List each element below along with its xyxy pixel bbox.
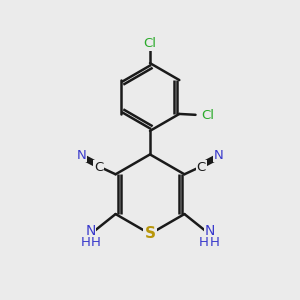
Text: H: H bbox=[210, 236, 220, 249]
Text: H: H bbox=[80, 236, 90, 249]
Text: N: N bbox=[214, 149, 224, 162]
Text: N: N bbox=[76, 149, 86, 162]
Text: Cl: Cl bbox=[201, 109, 214, 122]
Text: N: N bbox=[204, 224, 214, 238]
Text: C: C bbox=[196, 161, 206, 174]
Text: C: C bbox=[94, 161, 104, 174]
Text: H: H bbox=[91, 236, 101, 249]
Text: Cl: Cl bbox=[143, 37, 157, 50]
Text: H: H bbox=[199, 236, 209, 249]
Text: N: N bbox=[85, 224, 96, 238]
Text: S: S bbox=[145, 226, 155, 242]
